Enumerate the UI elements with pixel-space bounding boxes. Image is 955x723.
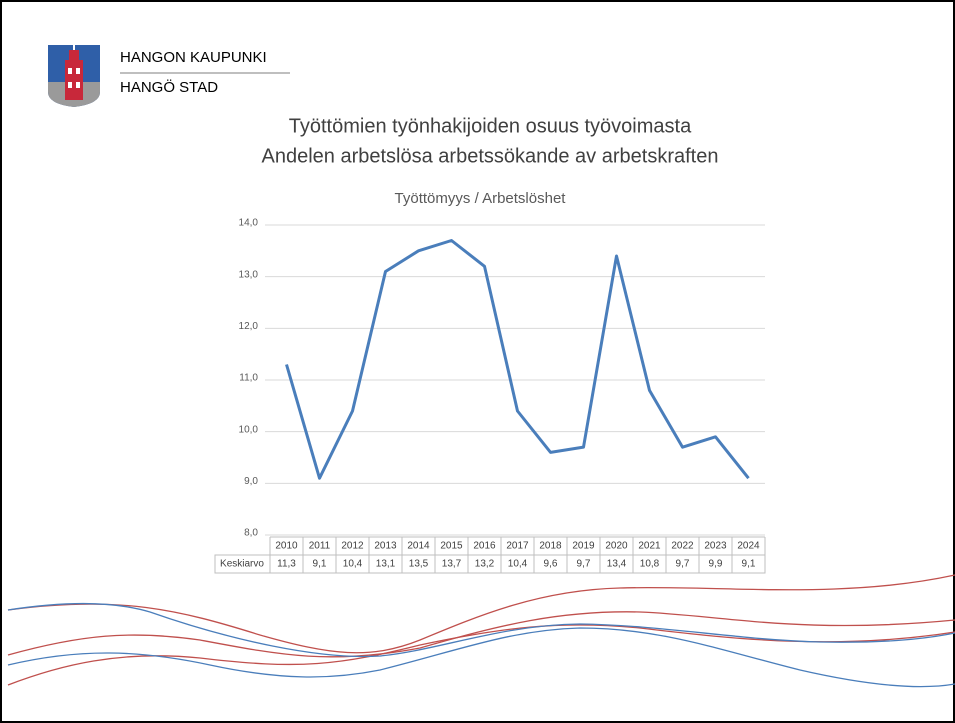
- value-label: 9,6: [544, 559, 558, 570]
- x-tick-label: 2022: [671, 541, 694, 552]
- x-tick-label: 2013: [374, 541, 397, 552]
- header-line1: HANGON KAUPUNKI: [120, 49, 267, 66]
- value-label: 13,4: [607, 559, 627, 570]
- y-tick-label: 13,0: [239, 269, 259, 280]
- title: Työttömien työnhakijoiden osuus työvoima…: [289, 115, 692, 137]
- header-line2: HANGÖ STAD: [120, 78, 218, 96]
- value-label: 13,2: [475, 559, 495, 570]
- subtitle: Andelen arbetslösa arbetssökande av arbe…: [262, 145, 719, 167]
- value-label: 9,9: [709, 559, 723, 570]
- x-tick-label: 2014: [407, 541, 430, 552]
- value-label: 9,1: [313, 559, 327, 570]
- value-label: 11,3: [277, 559, 296, 570]
- series-name: Keskiarvo: [220, 559, 264, 570]
- y-tick-label: 14,0: [239, 218, 259, 229]
- value-label: 13,1: [376, 559, 396, 570]
- value-label: 10,8: [640, 559, 660, 570]
- value-label: 13,7: [442, 559, 462, 570]
- slide-border: [1, 1, 954, 722]
- x-tick-label: 2018: [539, 541, 562, 552]
- chart-title: Työttömyys / Arbetslöshet: [395, 190, 567, 207]
- y-tick-label: 8,0: [244, 528, 258, 539]
- x-tick-label: 2016: [473, 541, 496, 552]
- value-label: 9,1: [742, 559, 756, 570]
- y-tick-label: 9,0: [244, 476, 258, 487]
- x-tick-label: 2020: [605, 541, 628, 552]
- x-tick-label: 2021: [638, 541, 661, 552]
- x-tick-label: 2019: [572, 541, 595, 552]
- x-tick-label: 2017: [506, 541, 529, 552]
- y-tick-label: 12,0: [239, 321, 259, 332]
- y-tick-label: 11,0: [239, 373, 258, 384]
- value-label: 13,5: [409, 559, 429, 570]
- value-label: 10,4: [343, 559, 363, 570]
- value-label: 10,4: [508, 559, 528, 570]
- slide: HANGON KAUPUNKI HANGÖ STAD Työttömien ty…: [0, 0, 955, 723]
- x-tick-label: 2011: [309, 541, 331, 552]
- value-label: 9,7: [577, 559, 591, 570]
- x-tick-label: 2010: [275, 541, 298, 552]
- value-label: 9,7: [676, 559, 690, 570]
- x-tick-label: 2024: [737, 541, 760, 552]
- x-tick-label: 2012: [341, 541, 364, 552]
- logo: [48, 42, 100, 107]
- x-tick-label: 2015: [440, 541, 463, 552]
- y-tick-label: 10,0: [239, 424, 259, 435]
- x-tick-label: 2023: [704, 541, 727, 552]
